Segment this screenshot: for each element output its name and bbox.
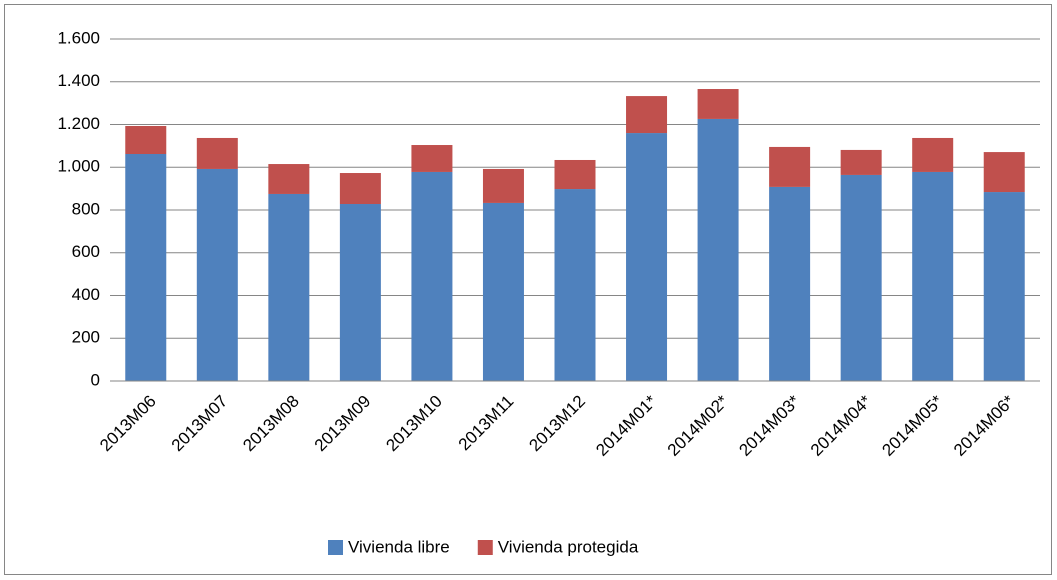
bar-segment [983,192,1025,381]
legend-label: Vivienda libre [348,537,450,556]
bar-segment [196,168,238,381]
bar-segment [626,133,668,381]
bar-segment [840,174,882,381]
y-tick-label: 800 [72,199,100,218]
bar-segment [411,171,453,381]
y-tick-label: 1.400 [57,71,100,90]
y-tick-label: 200 [72,328,100,347]
bar-segment [554,189,596,381]
bar-segment [912,137,954,172]
bar-segment [769,186,811,381]
bar-segment [411,145,453,172]
y-tick-label: 1.200 [57,114,100,133]
bar-segment [339,173,381,205]
bar-segment [268,193,310,381]
bar-segment [697,118,739,381]
y-tick-label: 600 [72,242,100,261]
bar-segment [268,164,310,194]
bar-segment [482,168,524,203]
bar-segment [983,152,1025,193]
y-tick-label: 1.000 [57,157,100,176]
bar-segment [196,137,238,169]
bar-segment [626,96,668,134]
legend-swatch [328,540,343,555]
legend-label: Vivienda protegida [498,537,639,556]
bar-segment [912,171,954,381]
bar-segment [125,153,167,381]
y-tick-label: 0 [91,370,100,389]
bar-segment [769,146,811,187]
bar-segment [125,125,167,154]
legend-swatch [477,540,493,555]
bar-segment [840,149,882,175]
bar-segment [697,89,739,119]
bar-segment [482,202,524,381]
y-tick-label: 1.600 [57,28,100,47]
y-tick-label: 400 [72,285,100,304]
bar-segment [554,159,596,190]
bar-segment [339,204,381,381]
